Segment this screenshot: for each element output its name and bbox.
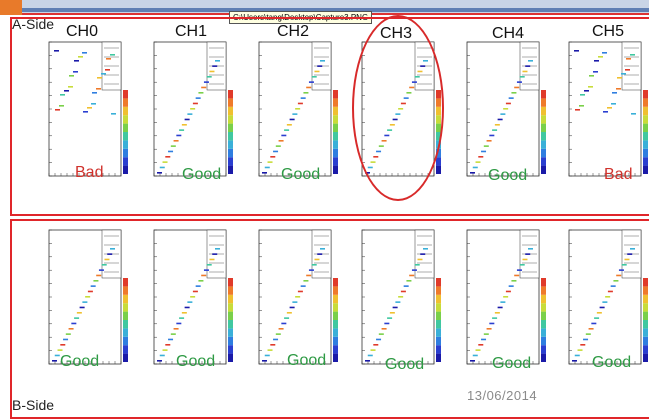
status-a-ch0: Bad	[75, 164, 104, 181]
channel-label-ch0: CH0	[66, 23, 99, 40]
status-b-ch0: Good	[60, 353, 100, 370]
orange-tab	[0, 0, 22, 15]
title-bar-stripe	[0, 8, 649, 12]
plot-a-ch2	[250, 40, 342, 190]
slide-date: 13/06/2014	[467, 388, 538, 403]
channel-label-ch4: CH4	[492, 25, 525, 42]
plot-b-ch1	[145, 228, 237, 378]
b-side-label: B-Side	[12, 397, 55, 413]
a-side-label: A-Side	[12, 16, 55, 32]
status-b-ch4: Good	[492, 355, 532, 372]
status-b-ch5: Good	[592, 354, 632, 371]
status-a-ch2: Good	[281, 166, 321, 183]
status-b-ch3: Good	[385, 356, 425, 373]
channel-label-ch5: CH5	[592, 23, 625, 40]
status-b-ch1: Good	[176, 353, 216, 370]
status-a-ch1: Good	[182, 166, 222, 183]
plot-b-ch0	[40, 228, 132, 378]
status-a-ch5: Bad	[604, 166, 633, 183]
a-side-panel	[10, 17, 649, 216]
plot-b-ch5	[560, 228, 649, 378]
plot-b-ch2	[250, 228, 342, 378]
plot-a-ch0	[40, 40, 132, 190]
plot-a-ch5	[560, 40, 649, 190]
status-b-ch2: Good	[287, 352, 327, 369]
status-a-ch4: Good	[488, 167, 528, 184]
plot-b-ch4	[458, 228, 550, 378]
channel-label-ch2: CH2	[277, 23, 310, 40]
plot-a-ch4	[458, 40, 550, 190]
highlight-oval	[352, 15, 444, 201]
plot-b-ch3	[353, 228, 445, 378]
plot-a-ch1	[145, 40, 237, 190]
channel-label-ch1: CH1	[175, 23, 208, 40]
